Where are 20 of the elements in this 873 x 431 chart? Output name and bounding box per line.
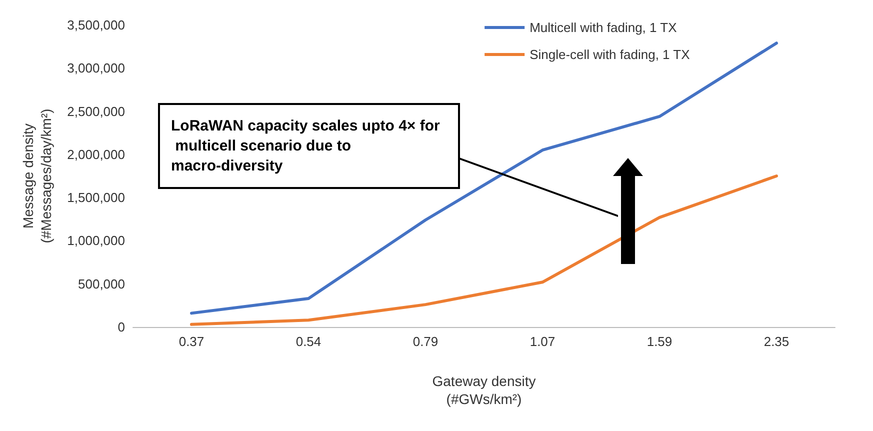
y-tick-label: 1,500,000 — [67, 190, 125, 206]
y-tick-label: 2,000,000 — [67, 146, 125, 162]
legend-label: Multicell with fading, 1 TX — [530, 20, 678, 35]
y-axis-title: Message density (#Messages/day/km²) — [20, 108, 54, 244]
y-tick-label: 3,000,000 — [67, 60, 125, 76]
y-tick-label: 3,500,000 — [67, 18, 125, 32]
y-tick-label: 0 — [118, 320, 125, 334]
y-tick-label: 2,500,000 — [67, 104, 125, 119]
x-tick-label: 2.35 — [764, 334, 790, 349]
annotation: LoRaWAN capacity scales upto 4× for multicell scenario due to macro-diversity — [171, 118, 440, 174]
legend-label: Single-cell with fading, 1 TX — [530, 47, 690, 62]
y-tick-label: 500,000 — [78, 276, 125, 292]
x-tick-label: 0.79 — [412, 334, 438, 349]
x-tick-label: 0.54 — [296, 334, 322, 349]
x-tick-label: 1.59 — [646, 334, 672, 349]
x-tick-label: 1.07 — [530, 334, 556, 349]
x-axis-title: Gateway density (#GWs/km²) — [432, 373, 536, 407]
x-tick-label: 0.37 — [178, 334, 204, 349]
line-series — [190, 174, 778, 326]
y-tick-label: 1,000,000 — [67, 233, 125, 248]
